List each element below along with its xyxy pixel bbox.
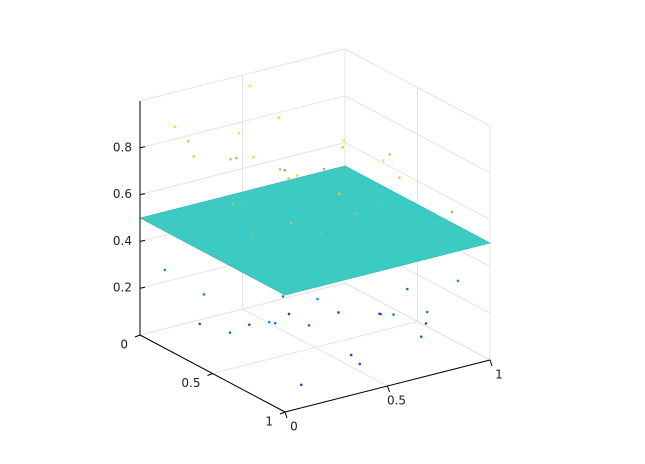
data-point (247, 323, 251, 327)
data-point (425, 310, 429, 314)
data-point (325, 231, 328, 235)
data-point (398, 176, 401, 179)
data-point (392, 313, 395, 316)
x-tick-label: 0.5 (387, 394, 406, 408)
data-point (341, 145, 345, 149)
tick-mark (139, 146, 146, 149)
tick-mark (139, 286, 146, 289)
data-point (337, 311, 340, 314)
data-point (237, 131, 241, 135)
data-point (289, 222, 293, 225)
data-point (278, 168, 282, 171)
data-point (228, 331, 232, 334)
surface (139, 165, 491, 296)
data-point (229, 158, 232, 161)
data-point (186, 139, 190, 143)
z-tick-label: 0.2 (113, 281, 132, 295)
data-point (287, 312, 291, 316)
y-tick-label: 0 (120, 338, 128, 352)
data-point (235, 156, 238, 160)
y-tick-label: 0.5 (181, 376, 200, 390)
data-point (379, 200, 383, 204)
z-tick-label: 0.8 (113, 140, 132, 154)
tick-mark (489, 359, 493, 367)
grid-line (344, 142, 491, 221)
data-point (273, 321, 277, 325)
data-point (349, 353, 353, 357)
grid-line (139, 142, 346, 196)
tick-mark (387, 385, 390, 393)
data-point (281, 295, 285, 298)
grid-line (212, 321, 418, 374)
grid-line (139, 95, 346, 149)
data-point (299, 383, 303, 387)
grid-line (139, 282, 346, 336)
tick-mark (134, 334, 141, 338)
data-point (342, 139, 346, 142)
data-point (250, 232, 254, 236)
data-point (287, 177, 290, 180)
tick-mark (207, 373, 213, 376)
z-tick-label: 0.4 (113, 234, 132, 248)
data-point (354, 211, 357, 215)
data-point (388, 153, 392, 156)
data-point (379, 312, 383, 316)
data-point (322, 167, 326, 171)
y-tick-label: 1 (265, 415, 273, 429)
data-point (163, 268, 167, 272)
data-point (431, 215, 435, 219)
data-point (316, 297, 319, 301)
data-point (456, 279, 460, 283)
data-point (381, 159, 385, 162)
data-point (424, 322, 428, 325)
x-tick-label: 1 (495, 368, 503, 382)
data-point (295, 174, 299, 177)
data-point (248, 84, 252, 88)
tick-mark (139, 193, 146, 196)
z-tick-label: 0.6 (113, 187, 132, 201)
tick-mark (284, 411, 288, 419)
data-point (202, 293, 206, 296)
data-point (243, 200, 247, 204)
data-point (198, 322, 202, 326)
grid-line (344, 95, 491, 174)
data-point (405, 287, 409, 291)
data-point (267, 320, 271, 324)
data-point (252, 155, 255, 159)
tick-mark (279, 411, 286, 415)
data-point (307, 324, 311, 327)
x-tick-label: 0 (290, 420, 298, 434)
tick-mark (139, 239, 146, 242)
data-point (341, 169, 345, 172)
data-point (450, 210, 454, 214)
data-point (419, 335, 423, 338)
data-point (192, 155, 196, 158)
data-point (337, 192, 341, 195)
data-point (277, 116, 281, 119)
data-point (173, 125, 177, 129)
data-point (283, 168, 287, 172)
data-point (358, 362, 362, 366)
data-point (231, 203, 235, 206)
